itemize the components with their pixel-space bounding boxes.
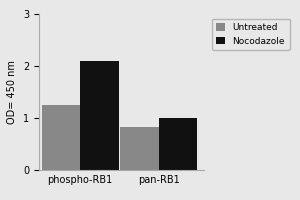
Bar [42, 105, 80, 170]
Legend: Untreated, Nocodazole: Untreated, Nocodazole [212, 19, 290, 50]
Bar [159, 118, 197, 170]
Bar [80, 61, 119, 170]
Bar [120, 127, 159, 170]
Y-axis label: OD= 450 nm: OD= 450 nm [8, 60, 17, 124]
